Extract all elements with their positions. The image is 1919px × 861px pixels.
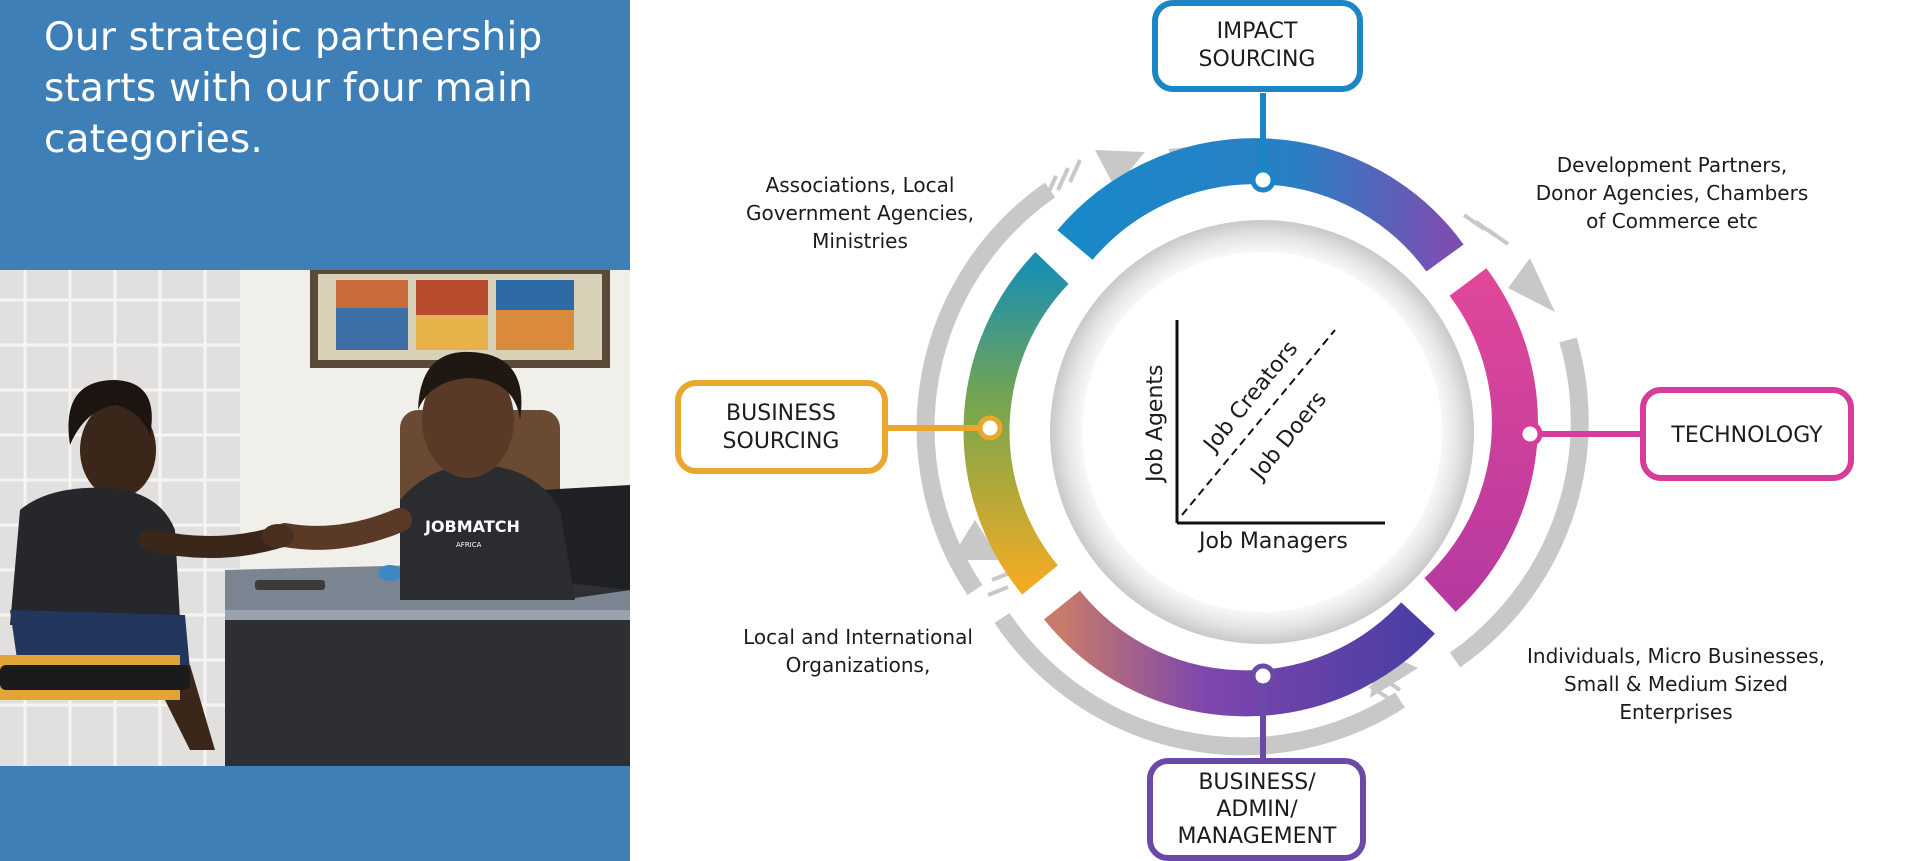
node-dot-technology: [1517, 421, 1543, 447]
business-admin-line-3: MANAGEMENT: [1178, 824, 1337, 849]
core-diagonal: [1181, 329, 1336, 516]
headline-line-2: starts with our four main: [44, 66, 533, 111]
description-bottom-left: Local and International Organizations,: [743, 625, 973, 677]
woman-right: JOBMATCH AFRICA: [273, 351, 575, 600]
description-top-right: Development Partners, Donor Agencies, Ch…: [1536, 153, 1809, 233]
woman-left: [0, 380, 286, 750]
desc-top-right-line-2: Donor Agencies, Chambers: [1536, 181, 1809, 205]
category-box-business-admin-management: BUSINESS/ ADMIN/ MANAGEMENT: [1147, 758, 1366, 861]
desc-top-left-line-3: Ministries: [812, 229, 908, 253]
arrow-bottom-left: [950, 520, 1000, 560]
node-dot-business-admin: [1250, 663, 1276, 689]
arrow-top-right: [1508, 258, 1555, 312]
headline-line-3: categories.: [44, 117, 264, 162]
business-admin-line-1: BUSINESS/: [1198, 770, 1316, 795]
category-box-impact-sourcing: IMPACT SOURCING: [1152, 0, 1363, 92]
desc-bottom-right-line-2: Small & Medium Sized: [1564, 672, 1788, 696]
node-dot-impact: [1250, 167, 1276, 193]
desc-bottom-left-line-2: Organizations,: [786, 653, 931, 677]
node-dot-business-sourcing: [977, 415, 1003, 441]
handshake-photo: JOBMATCH AFRICA: [0, 270, 630, 766]
business-admin-line-2: ADMIN/: [1216, 797, 1298, 822]
headline: Our strategic partnership starts with ou…: [44, 12, 614, 165]
desc-bottom-right-line-3: Enterprises: [1619, 700, 1732, 724]
desc-bottom-right-line-1: Individuals, Micro Businesses,: [1527, 644, 1825, 668]
framed-painting: [310, 270, 610, 368]
core-x-axis-label: Job Managers: [1197, 529, 1348, 554]
business-sourcing-line-2: SOURCING: [723, 429, 840, 454]
desc-top-left-line-2: Government Agencies,: [746, 201, 974, 225]
shirt-logo-text: JOBMATCH: [424, 517, 520, 536]
category-box-technology: TECHNOLOGY: [1640, 387, 1854, 481]
partnership-diagram: Job Agents Job Managers Job Creators Job…: [675, 0, 1854, 861]
core-y-axis-label: Job Agents: [1143, 365, 1168, 485]
impact-line-2: SOURCING: [1199, 47, 1316, 72]
desc-top-right-line-1: Development Partners,: [1557, 153, 1787, 177]
headline-line-1: Our strategic partnership: [44, 15, 543, 60]
ring-segment-technology: [1424, 268, 1538, 612]
description-bottom-right: Individuals, Micro Businesses, Small & M…: [1527, 644, 1825, 724]
arrow-top-left: [1095, 150, 1145, 188]
category-box-business-sourcing: BUSINESS SOURCING: [675, 380, 888, 474]
technology-line-1: TECHNOLOGY: [1670, 423, 1823, 448]
description-top-left: Associations, Local Government Agencies,…: [746, 173, 974, 253]
shirt-logo-subtext: AFRICA: [456, 541, 482, 549]
ring-segment-business-admin: [1044, 590, 1435, 717]
impact-line-1: IMPACT: [1217, 19, 1298, 44]
desc-top-right-line-3: of Commerce etc: [1586, 209, 1758, 233]
node-dots: [977, 167, 1543, 689]
left-panel: Our strategic partnership starts with ou…: [0, 0, 630, 861]
connectors: [886, 93, 1642, 760]
business-sourcing-line-1: BUSINESS: [726, 401, 836, 426]
desc-bottom-left-line-1: Local and International: [743, 625, 973, 649]
desc-top-left-line-1: Associations, Local: [766, 173, 955, 197]
